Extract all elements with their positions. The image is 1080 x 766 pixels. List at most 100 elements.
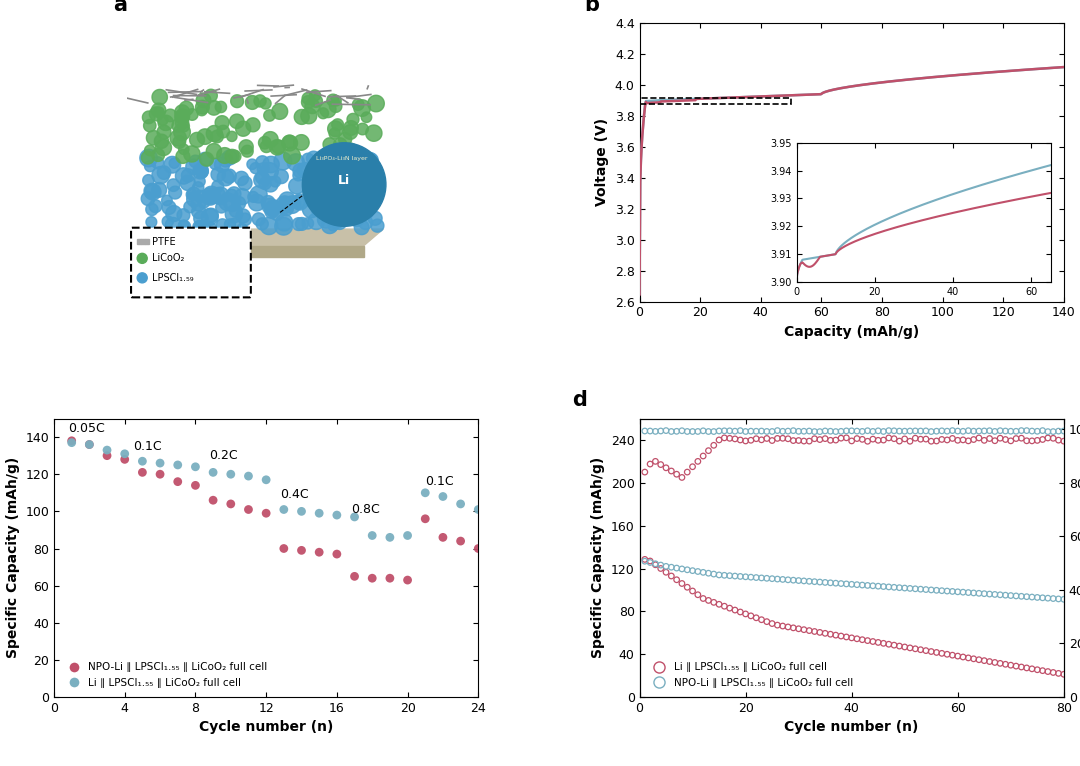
Point <box>838 631 855 643</box>
Polygon shape <box>197 105 207 116</box>
Polygon shape <box>152 182 166 198</box>
Polygon shape <box>211 130 224 142</box>
Polygon shape <box>211 167 226 182</box>
Point <box>981 588 998 601</box>
Point <box>939 434 956 446</box>
Point <box>902 582 919 594</box>
Polygon shape <box>184 201 195 213</box>
Point <box>827 577 845 589</box>
Point <box>716 424 733 437</box>
Polygon shape <box>226 205 242 223</box>
Text: a: a <box>113 0 127 15</box>
Point <box>689 425 706 437</box>
Polygon shape <box>328 221 338 231</box>
Polygon shape <box>237 209 251 223</box>
Point <box>116 453 133 466</box>
Point <box>1024 591 1041 603</box>
Point <box>222 498 240 510</box>
Point <box>944 585 961 597</box>
Polygon shape <box>366 164 382 181</box>
Polygon shape <box>302 201 320 218</box>
Point <box>800 575 818 588</box>
Point <box>928 647 945 659</box>
Point <box>731 424 748 437</box>
Polygon shape <box>335 157 346 169</box>
Point <box>875 637 892 650</box>
Polygon shape <box>190 133 204 147</box>
Point <box>912 433 929 445</box>
Point <box>758 432 775 444</box>
Polygon shape <box>230 114 244 129</box>
Point <box>647 558 664 571</box>
Point <box>669 574 686 586</box>
Point <box>1044 425 1062 437</box>
Point <box>642 425 659 437</box>
Point <box>991 432 1009 444</box>
Point <box>134 466 151 479</box>
Point <box>1028 425 1045 437</box>
Point <box>1034 591 1051 604</box>
Point <box>170 476 187 488</box>
Point <box>764 572 781 584</box>
Polygon shape <box>224 195 241 211</box>
Point <box>912 583 929 595</box>
Point <box>764 425 781 437</box>
Point <box>742 434 759 447</box>
Point <box>663 570 680 582</box>
Polygon shape <box>222 169 237 183</box>
Polygon shape <box>354 100 370 116</box>
Point <box>816 425 834 437</box>
Polygon shape <box>339 158 355 174</box>
Point <box>944 432 961 444</box>
Point <box>434 490 451 502</box>
Point <box>346 511 363 523</box>
Polygon shape <box>215 157 230 172</box>
Polygon shape <box>327 121 343 136</box>
Polygon shape <box>292 195 306 209</box>
Polygon shape <box>329 128 340 139</box>
Point <box>700 594 717 607</box>
Polygon shape <box>368 95 384 112</box>
Polygon shape <box>181 169 194 182</box>
Point <box>859 424 876 437</box>
Polygon shape <box>202 188 219 205</box>
Point <box>1050 434 1067 447</box>
Point <box>811 425 828 437</box>
Polygon shape <box>368 211 382 225</box>
Point <box>949 650 967 663</box>
Polygon shape <box>359 190 368 200</box>
Point <box>187 460 204 473</box>
Point <box>864 425 881 437</box>
Polygon shape <box>318 108 328 119</box>
Point <box>827 629 845 641</box>
Point <box>991 657 1009 669</box>
Point <box>721 602 739 614</box>
Polygon shape <box>210 188 226 204</box>
Point <box>652 562 670 574</box>
Point <box>769 619 786 631</box>
Polygon shape <box>229 150 241 162</box>
Point <box>922 646 940 658</box>
Point <box>970 653 987 666</box>
Polygon shape <box>154 134 168 149</box>
Point <box>647 425 664 437</box>
Polygon shape <box>216 201 227 213</box>
Polygon shape <box>279 192 296 208</box>
Point <box>880 432 897 444</box>
Point <box>944 649 961 661</box>
Polygon shape <box>237 224 247 234</box>
Point <box>864 580 881 592</box>
Polygon shape <box>147 130 161 145</box>
Point <box>774 425 792 437</box>
Point <box>1013 661 1030 673</box>
Point <box>780 574 797 586</box>
X-axis label: Cycle number (n): Cycle number (n) <box>784 721 919 735</box>
Polygon shape <box>145 184 161 200</box>
Point <box>98 450 116 462</box>
Point <box>795 574 812 587</box>
Polygon shape <box>173 136 186 149</box>
Point <box>700 444 717 457</box>
Polygon shape <box>282 135 298 151</box>
Point <box>891 640 908 652</box>
Point <box>843 435 861 447</box>
